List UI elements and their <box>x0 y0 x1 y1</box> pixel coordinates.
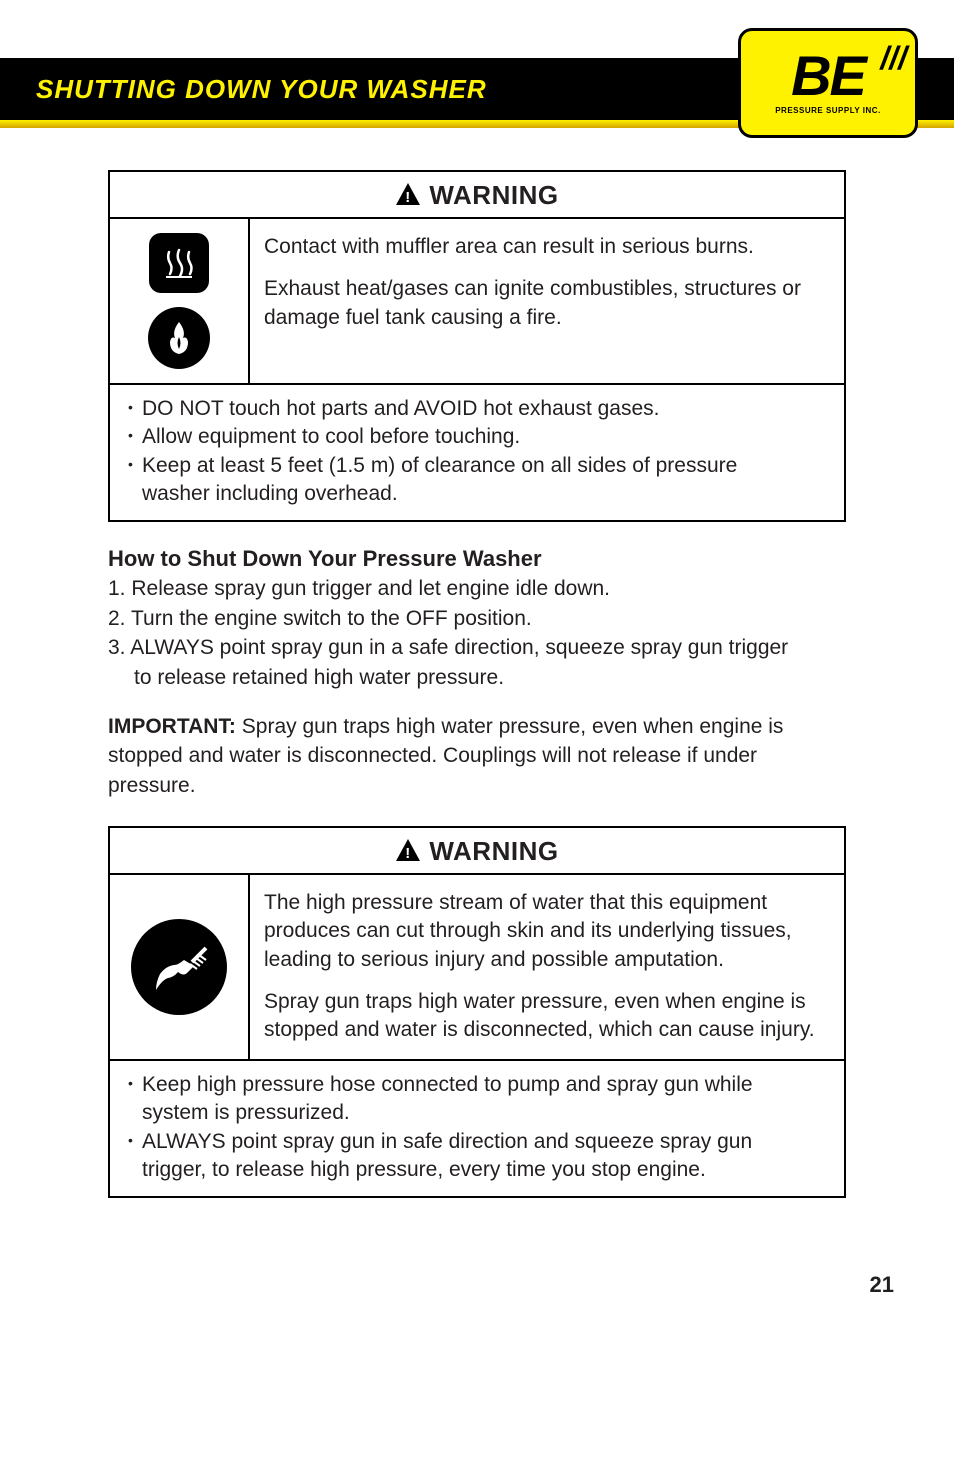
page-content: ! WARNING <box>0 140 954 1252</box>
page-number: 21 <box>0 1252 954 1328</box>
warning-para: Contact with muffler area can result in … <box>264 233 830 261</box>
logo-text-main: BE <box>791 51 865 101</box>
step-number: 3. <box>108 636 126 659</box>
warning-para: The high pressure stream of water that t… <box>264 889 830 974</box>
warning-body-row: The high pressure stream of water that t… <box>110 875 844 1061</box>
warning-header: ! WARNING <box>110 172 844 219</box>
warning-bullet: Allow equipment to cool before touching. <box>128 423 830 451</box>
warning-label: WARNING <box>429 180 558 211</box>
warning-triangle-icon: ! <box>395 838 421 866</box>
step-text: ALWAYS point spray gun in a safe directi… <box>130 636 788 659</box>
warning-box-burns: ! WARNING <box>108 170 846 522</box>
step-text: Release spray gun trigger and let engine… <box>131 577 610 600</box>
warning-para: Spray gun traps high water pressure, eve… <box>264 988 830 1045</box>
warning-box-injection: ! WARNING The high <box>108 826 846 1198</box>
header-title: SHUTTING DOWN YOUR WASHER <box>36 74 487 105</box>
important-lead: IMPORTANT: <box>108 715 236 738</box>
logo-stripes-icon: /// <box>880 49 907 68</box>
brand-logo: BE /// PRESSURE SUPPLY INC. <box>738 28 918 138</box>
injection-hazard-icon <box>131 919 227 1015</box>
important-paragraph: IMPORTANT: Spray gun traps high water pr… <box>108 712 846 800</box>
svg-text:!: ! <box>406 845 412 862</box>
warning-bullets: DO NOT touch hot parts and AVOID hot exh… <box>110 385 844 520</box>
warning-icon-cell <box>110 219 250 383</box>
shutdown-section: How to Shut Down Your Pressure Washer 1.… <box>108 546 846 692</box>
shutdown-steps: 1. Release spray gun trigger and let eng… <box>108 574 846 692</box>
warning-text-cell: Contact with muffler area can result in … <box>250 219 844 383</box>
warning-icon-cell <box>110 875 250 1059</box>
flame-icon <box>148 307 210 369</box>
step-item: 3. ALWAYS point spray gun in a safe dire… <box>108 633 846 692</box>
warning-bullet-cont: system is pressurized. <box>128 1099 830 1127</box>
step-item: 1. Release spray gun trigger and let eng… <box>108 574 846 603</box>
step-text: Turn the engine switch to the OFF positi… <box>131 607 532 630</box>
warning-bullet-cont: washer including overhead. <box>128 480 830 508</box>
heat-waves-icon <box>149 233 209 293</box>
step-number: 1. <box>108 577 126 600</box>
logo-text-sub: PRESSURE SUPPLY INC. <box>775 106 881 115</box>
warning-label: WARNING <box>429 836 558 867</box>
warning-para: Exhaust heat/gases can ignite combustibl… <box>264 275 830 332</box>
svg-text:!: ! <box>406 189 412 206</box>
page-header: SHUTTING DOWN YOUR WASHER BE /// PRESSUR… <box>0 0 954 140</box>
warning-triangle-icon: ! <box>395 182 421 210</box>
shutdown-heading: How to Shut Down Your Pressure Washer <box>108 546 846 572</box>
warning-text-cell: The high pressure stream of water that t… <box>250 875 844 1059</box>
warning-bullets: Keep high pressure hose connected to pum… <box>110 1061 844 1196</box>
step-text-cont: to release retained high water pressure. <box>108 663 846 692</box>
warning-bullet: Keep at least 5 feet (1.5 m) of clearanc… <box>128 452 830 480</box>
warning-header: ! WARNING <box>110 828 844 875</box>
warning-bullet: Keep high pressure hose connected to pum… <box>128 1071 830 1099</box>
warning-bullet: ALWAYS point spray gun in safe direction… <box>128 1128 830 1156</box>
step-number: 2. <box>108 607 126 630</box>
warning-bullet: DO NOT touch hot parts and AVOID hot exh… <box>128 395 830 423</box>
warning-body-row: Contact with muffler area can result in … <box>110 219 844 385</box>
step-item: 2. Turn the engine switch to the OFF pos… <box>108 604 846 633</box>
warning-bullet-cont: trigger, to release high pressure, every… <box>128 1156 830 1184</box>
